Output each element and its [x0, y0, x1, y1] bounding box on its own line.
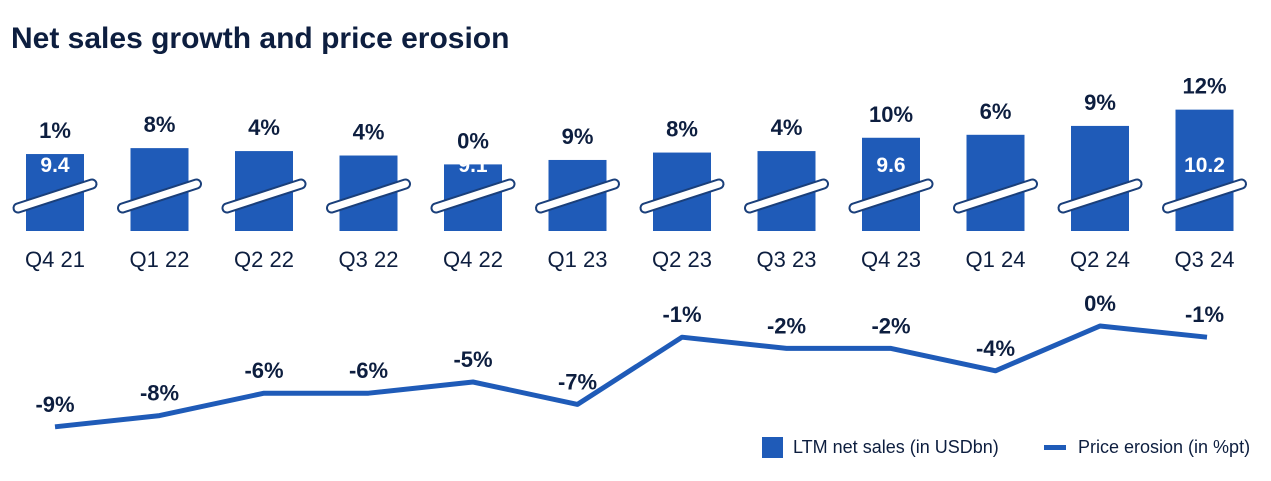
bar-group: 9% Q1 23 — [535, 124, 620, 272]
bar-group: 4% Q3 22 — [326, 120, 411, 272]
bar-value-label: 9.6 — [876, 154, 905, 177]
growth-label: 0% — [457, 128, 489, 153]
bar-group: 12% 10.2 Q3 24 — [1162, 74, 1247, 272]
erosion-label: -6% — [349, 358, 388, 383]
axis-break — [641, 180, 723, 212]
axis-break — [223, 180, 305, 212]
x-tick-label: Q2 23 — [652, 247, 712, 272]
bar — [1175, 109, 1234, 231]
erosion-label: -2% — [871, 313, 910, 338]
x-tick-label: Q3 24 — [1175, 247, 1235, 272]
axis-break — [328, 180, 409, 212]
erosion-label: -1% — [1185, 302, 1224, 327]
bar-chart: 1% 9.4 Q4 21 8% Q1 22 4% Q2 22 4% Q3 22 0%9.1 Q4 2… — [12, 74, 1247, 272]
x-tick-label: Q3 23 — [757, 247, 817, 272]
legend-line-swatch — [1044, 444, 1066, 450]
bar-group: 8% Q1 22 — [117, 112, 202, 272]
bar-value-label: 9.1 — [458, 154, 488, 177]
x-tick-label: Q2 24 — [1070, 247, 1130, 272]
erosion-label: -8% — [140, 381, 179, 406]
price-erosion-line — [54, 323, 1208, 430]
bar-group: 10% 9.6 Q4 23 — [848, 102, 934, 272]
axis-break — [119, 180, 200, 212]
chart-title: Net sales growth and price erosion — [11, 22, 510, 55]
x-tick-label: Q2 22 — [234, 247, 294, 272]
bar-group: 1% 9.4 Q4 21 — [12, 118, 98, 272]
axis-break — [955, 180, 1036, 212]
legend-bar-entry: LTM net sales (in USDbn) — [762, 434, 999, 460]
bar-group: 4% Q2 22 — [221, 115, 307, 272]
x-tick-label: Q1 23 — [548, 247, 608, 272]
erosion-label: -4% — [976, 336, 1015, 361]
legend-line-entry: Price erosion (in %pt) — [1044, 434, 1250, 460]
erosion-label: -7% — [558, 369, 597, 394]
growth-label: 4% — [353, 120, 385, 145]
legend-bar-swatch — [762, 436, 783, 458]
growth-label: 6% — [980, 99, 1012, 124]
bar — [1071, 125, 1129, 231]
x-tick-label: Q1 22 — [130, 247, 190, 272]
bar-value-label: 9.4 — [40, 154, 70, 177]
axis-break — [850, 180, 932, 212]
bar-group: 6% Q1 24 — [953, 99, 1038, 272]
bar-value-label: 10.2 — [1184, 154, 1225, 177]
legend-bar-label: LTM net sales (in USDbn) — [793, 436, 999, 457]
x-tick-label: Q4 22 — [443, 247, 503, 272]
growth-label: 4% — [771, 115, 803, 140]
x-tick-label: Q1 24 — [966, 247, 1026, 272]
x-tick-label: Q3 22 — [339, 247, 399, 272]
growth-label: 1% — [39, 118, 71, 143]
axis-break — [14, 180, 96, 212]
legend-line-label: Price erosion (in %pt) — [1078, 436, 1251, 457]
growth-label: 12% — [1182, 74, 1226, 99]
axis-break — [1059, 180, 1141, 212]
erosion-label: -5% — [453, 347, 492, 372]
bar-group: 4% Q3 23 — [744, 115, 829, 272]
line-chart: -9% -8% -6% -6% -5% -7% -1% -2% -2% -4% 0% -1% — [35, 291, 1224, 430]
erosion-label: 0% — [1084, 291, 1116, 316]
erosion-label: -1% — [662, 302, 701, 327]
growth-label: 9% — [562, 124, 594, 149]
axis-break — [537, 180, 618, 212]
bar-group: 8% Q2 23 — [639, 117, 725, 272]
growth-label: 8% — [144, 112, 176, 137]
axis-break — [432, 180, 514, 212]
growth-label: 9% — [1084, 90, 1116, 115]
bar-group: 9% Q2 24 — [1057, 90, 1143, 272]
growth-label: 4% — [248, 115, 280, 140]
axis-break — [1164, 180, 1245, 212]
growth-label: 8% — [666, 117, 698, 142]
erosion-label: -2% — [767, 313, 806, 338]
erosion-label: -9% — [35, 392, 74, 417]
growth-label: 10% — [869, 102, 913, 127]
axis-break — [746, 180, 827, 212]
x-tick-label: Q4 23 — [861, 247, 921, 272]
bar — [966, 134, 1025, 231]
x-tick-label: Q4 21 — [25, 247, 85, 272]
erosion-label: -6% — [244, 358, 283, 383]
bar-group: 0%9.1 Q4 22 — [430, 128, 516, 272]
